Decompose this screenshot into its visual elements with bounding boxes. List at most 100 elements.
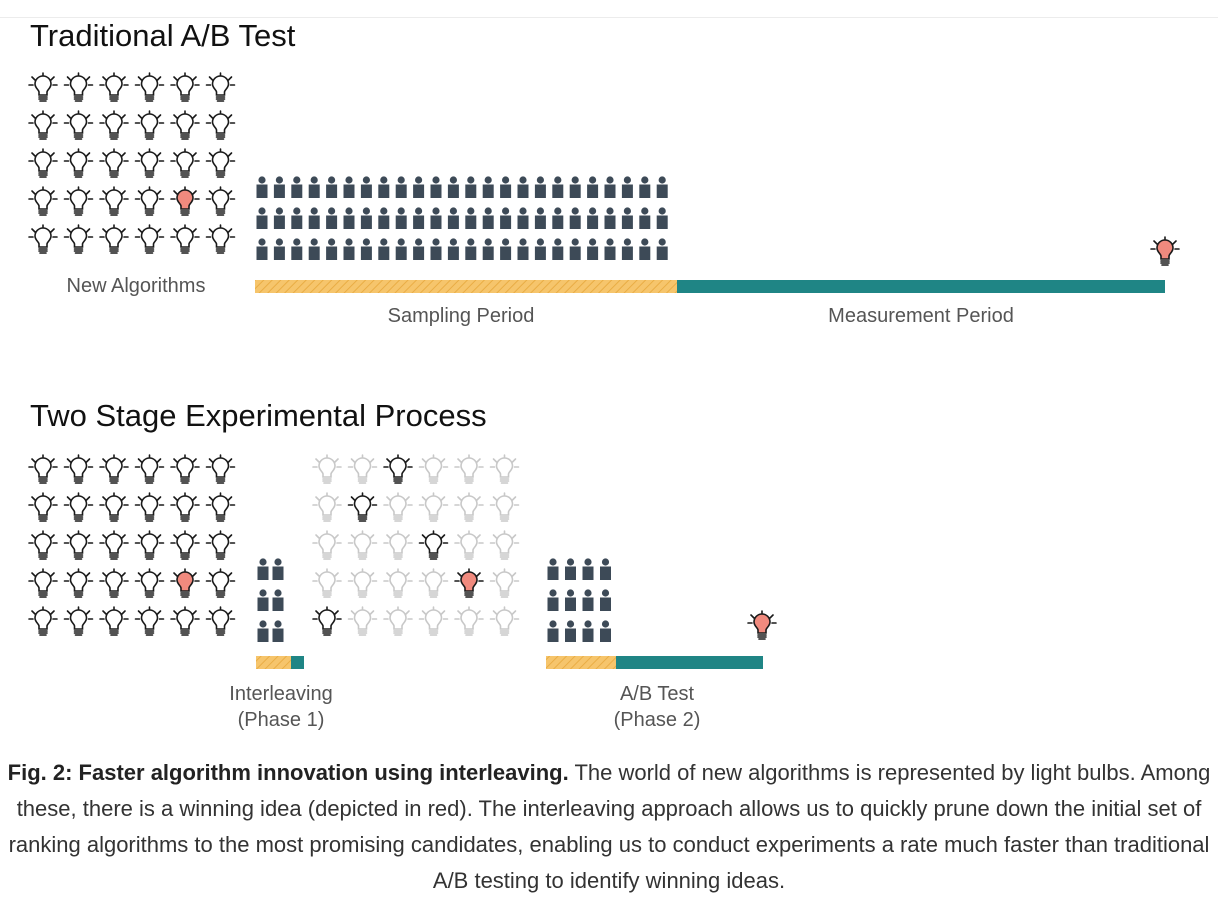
lightbulb-icon xyxy=(454,492,484,522)
person-icon xyxy=(500,207,512,229)
lightbulb-icon xyxy=(170,186,200,216)
lightbulb-icon xyxy=(99,72,129,102)
phase1-label-line2: (Phase 1) xyxy=(238,709,325,731)
person-icon xyxy=(308,176,320,198)
lightbulb-icon xyxy=(170,148,200,178)
person-icon xyxy=(413,207,425,229)
person-icon xyxy=(587,207,599,229)
traditional-people-grid xyxy=(256,176,668,260)
lightbulb-icon xyxy=(63,568,94,598)
lightbulb-icon xyxy=(28,148,58,178)
lightbulb-icon xyxy=(99,148,129,178)
lightbulb-icon xyxy=(134,224,165,254)
lightbulb-icon xyxy=(134,492,165,522)
caption-text: The world of new algorithms is represent… xyxy=(8,760,1211,893)
lightbulb-icon xyxy=(489,530,520,560)
traditional-title: Traditional A/B Test xyxy=(30,18,296,53)
person-icon xyxy=(656,207,668,229)
lightbulb-icon xyxy=(170,72,200,102)
person-icon xyxy=(582,558,594,580)
lightbulb-icon xyxy=(312,606,342,636)
lightbulb-icon xyxy=(134,72,165,102)
lightbulb-icon xyxy=(205,224,236,254)
pruned-bulb-grid xyxy=(312,454,520,636)
phase2-label-line1: A/B Test xyxy=(620,683,695,705)
lightbulb-icon xyxy=(347,492,378,522)
person-icon xyxy=(547,589,559,611)
lightbulb-icon xyxy=(312,530,342,560)
lightbulb-icon xyxy=(418,454,449,484)
person-icon xyxy=(600,589,611,611)
person-icon xyxy=(273,176,285,198)
person-icon xyxy=(547,620,559,642)
person-icon xyxy=(569,207,581,229)
lightbulb-icon xyxy=(454,568,484,598)
person-icon xyxy=(534,238,546,260)
person-icon xyxy=(639,176,651,198)
person-icon xyxy=(604,238,616,260)
lightbulb-icon xyxy=(63,148,94,178)
lightbulb-icon xyxy=(63,530,94,560)
person-icon xyxy=(552,238,564,260)
figure-caption: Fig. 2: Faster algorithm innovation usin… xyxy=(0,755,1218,899)
person-icon xyxy=(273,238,285,260)
person-icon xyxy=(326,176,338,198)
lightbulb-icon xyxy=(347,568,378,598)
lightbulb-icon xyxy=(312,568,342,598)
lightbulb-icon xyxy=(28,568,58,598)
person-icon xyxy=(600,620,611,642)
lightbulb-icon xyxy=(205,568,236,598)
person-icon xyxy=(430,176,442,198)
phase2-people-grid xyxy=(547,558,611,642)
lightbulb-icon xyxy=(63,72,94,102)
lightbulb-icon xyxy=(63,492,94,522)
person-icon xyxy=(430,207,442,229)
person-icon xyxy=(360,238,372,260)
phase1-measurement-bar xyxy=(291,656,304,669)
person-icon xyxy=(482,238,494,260)
lightbulb-icon xyxy=(134,148,165,178)
person-icon xyxy=(378,176,390,198)
lightbulb-icon xyxy=(205,492,236,522)
person-icon xyxy=(291,207,303,229)
lightbulb-icon xyxy=(347,606,378,636)
lightbulb-icon xyxy=(347,454,378,484)
top-divider xyxy=(0,17,1218,18)
lightbulb-icon xyxy=(205,110,236,140)
person-icon xyxy=(582,589,594,611)
lightbulb-icon xyxy=(28,186,58,216)
person-icon xyxy=(534,207,546,229)
lightbulb-icon xyxy=(205,186,236,216)
lightbulb-icon xyxy=(134,606,165,636)
traditional-bulb-grid xyxy=(28,72,236,254)
person-icon xyxy=(482,176,494,198)
lightbulb-icon xyxy=(205,606,236,636)
lightbulb-icon xyxy=(489,606,520,636)
person-icon xyxy=(500,176,512,198)
winner-bulb-icon xyxy=(1150,236,1180,266)
person-icon xyxy=(308,238,320,260)
lightbulb-icon xyxy=(134,568,165,598)
person-icon xyxy=(482,207,494,229)
lightbulb-icon xyxy=(170,606,200,636)
person-icon xyxy=(656,176,668,198)
lightbulb-icon xyxy=(99,454,129,484)
phase1-sampling-bar xyxy=(256,656,291,669)
phase2-label-line2: (Phase 2) xyxy=(614,709,701,731)
person-icon xyxy=(343,238,355,260)
person-icon xyxy=(465,207,477,229)
lightbulb-icon xyxy=(205,454,236,484)
person-icon xyxy=(587,176,599,198)
lightbulb-icon xyxy=(205,530,236,560)
person-icon xyxy=(621,176,633,198)
traditional-winner-bulb xyxy=(1150,236,1180,266)
lightbulb-icon xyxy=(383,530,413,560)
lightbulb-icon xyxy=(134,186,165,216)
person-icon xyxy=(256,176,268,198)
sampling-period-bar xyxy=(255,280,677,293)
lightbulb-icon xyxy=(418,530,449,560)
lightbulb-icon xyxy=(170,492,200,522)
person-icon xyxy=(534,176,546,198)
person-icon xyxy=(308,207,320,229)
person-icon xyxy=(291,176,303,198)
